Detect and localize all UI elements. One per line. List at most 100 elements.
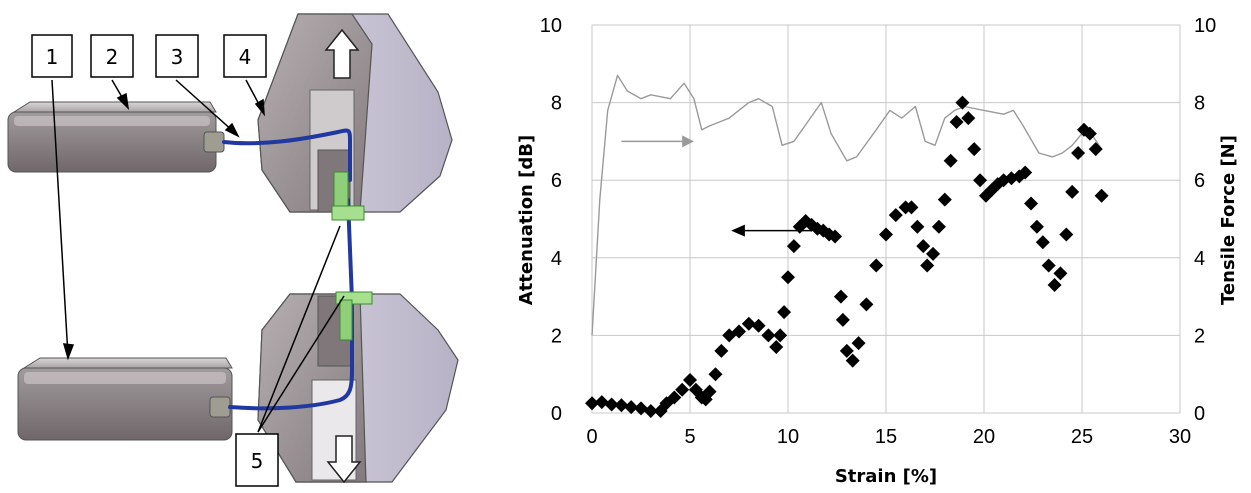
x-axis-title: Strain [%]: [835, 466, 937, 487]
attenuation-point: [828, 229, 843, 244]
attenuation-point: [1065, 184, 1080, 199]
chart-gridlines: [591, 24, 1181, 414]
x-tick-label: 0: [586, 426, 597, 448]
attenuation-arrowhead: [731, 224, 745, 237]
attenuation-point: [1088, 142, 1103, 157]
attenuation-point: [931, 219, 946, 234]
device-box-lower: [17, 357, 233, 441]
attenuation-point: [702, 384, 717, 399]
y-tick-label: 4: [551, 248, 562, 270]
attenuation-point: [955, 95, 970, 110]
attenuation-point: [714, 343, 729, 358]
attenuation-point: [1094, 188, 1109, 203]
x-tick-label: 30: [1169, 426, 1191, 448]
y2-tick-label: 0: [1194, 403, 1205, 425]
svg-text:5: 5: [251, 449, 264, 473]
upper-grip-jaw: [257, 13, 453, 213]
svg-text:3: 3: [171, 45, 184, 69]
attenuation-point: [916, 239, 931, 254]
callout-2: 2: [90, 34, 134, 78]
y-tick-label: 6: [551, 170, 562, 192]
attenuation-point: [888, 208, 903, 223]
plot-area-frame: [591, 24, 1181, 414]
y2-tick-label: 6: [1194, 170, 1205, 192]
callout-1: 1: [31, 34, 73, 78]
attenuation-point: [624, 400, 639, 415]
tensile-test-setup-diagram: 1 2 3 4 5: [7, 13, 459, 487]
attenuation-point: [869, 258, 884, 273]
attenuation-point: [667, 390, 682, 405]
attenuation-point: [1041, 258, 1056, 273]
attenuation-point: [833, 289, 848, 304]
y-tick-label: 2: [551, 325, 562, 347]
attenuation-point: [904, 200, 919, 215]
x-tick-label: 15: [875, 426, 897, 448]
attenuation-series: [585, 95, 1109, 419]
attenuation-point: [804, 217, 819, 232]
svg-text:2: 2: [106, 45, 119, 69]
attenuation-point: [683, 373, 697, 388]
attenuation-point: [1053, 266, 1068, 281]
attenuation-point: [859, 297, 874, 312]
attenuation-point: [741, 316, 756, 331]
device-box-upper: [7, 101, 225, 173]
y-tick-label: 0: [551, 403, 562, 425]
attenuation-point: [845, 353, 860, 368]
attenuation-point: [722, 328, 737, 343]
lower-grip-jaw: [257, 293, 459, 484]
attenuation-point: [839, 343, 854, 358]
attenuation-point: [967, 142, 982, 157]
attenuation-point: [614, 398, 629, 413]
attenuation-point: [1059, 227, 1074, 242]
callout-5: 5: [235, 433, 279, 487]
callout-3: 3: [155, 34, 199, 78]
attenuation-point: [1082, 126, 1097, 141]
attenuation-point: [937, 192, 952, 207]
y-axis-title: Attenuation [dB]: [516, 135, 537, 305]
attenuation-point: [604, 397, 619, 412]
attenuation-point: [708, 367, 723, 382]
attenuation-point: [1029, 219, 1044, 234]
plot-border: [591, 24, 1181, 414]
force-line: [591, 74, 1103, 336]
attenuation-point: [751, 318, 766, 333]
x-tick-label: 25: [1071, 426, 1093, 448]
x-axis-tick-labels: 0 5 10 15 20 25 30: [586, 426, 1191, 448]
attenuation-point: [961, 111, 976, 126]
svg-text:4: 4: [239, 45, 252, 69]
attenuation-point: [926, 246, 941, 261]
attenuation-point: [786, 239, 801, 254]
y2-tick-label: 2: [1194, 325, 1205, 347]
y2-tick-label: 10: [1194, 15, 1216, 37]
tensile-force-series: [591, 74, 1103, 336]
attenuation-point: [835, 312, 850, 327]
force-arrowhead: [682, 135, 694, 148]
y-tick-label: 8: [551, 93, 562, 115]
y2-axis-title: Tensile Force [N]: [1218, 135, 1239, 305]
attenuation-point: [643, 404, 658, 419]
x-tick-label: 5: [684, 426, 695, 448]
callout-4: 4: [223, 34, 267, 78]
attenuation-point: [585, 396, 599, 411]
y2-tick-label: 8: [1194, 93, 1205, 115]
attenuation-point: [594, 395, 609, 410]
sensor-patch: [331, 171, 373, 341]
attenuation-point: [761, 328, 776, 343]
attenuation-point: [879, 227, 893, 242]
attenuation-point: [920, 258, 935, 273]
attenuation-point: [781, 270, 795, 285]
svg-text:1: 1: [46, 45, 59, 69]
attenuation-point: [851, 336, 866, 351]
attenuation-point: [910, 219, 925, 234]
attenuation-point: [1035, 235, 1050, 250]
attenuation-point: [675, 382, 690, 397]
right-y-axis-tick-labels: 0 2 4 6 8 10: [1194, 15, 1216, 425]
series-axis-arrows: [621, 135, 812, 237]
attenuation-point: [1047, 277, 1062, 292]
attenuation-point: [1071, 146, 1086, 161]
attenuation-point: [810, 221, 825, 236]
attenuation-point: [732, 324, 746, 339]
attenuation-point: [634, 401, 648, 416]
x-tick-label: 20: [973, 426, 995, 448]
